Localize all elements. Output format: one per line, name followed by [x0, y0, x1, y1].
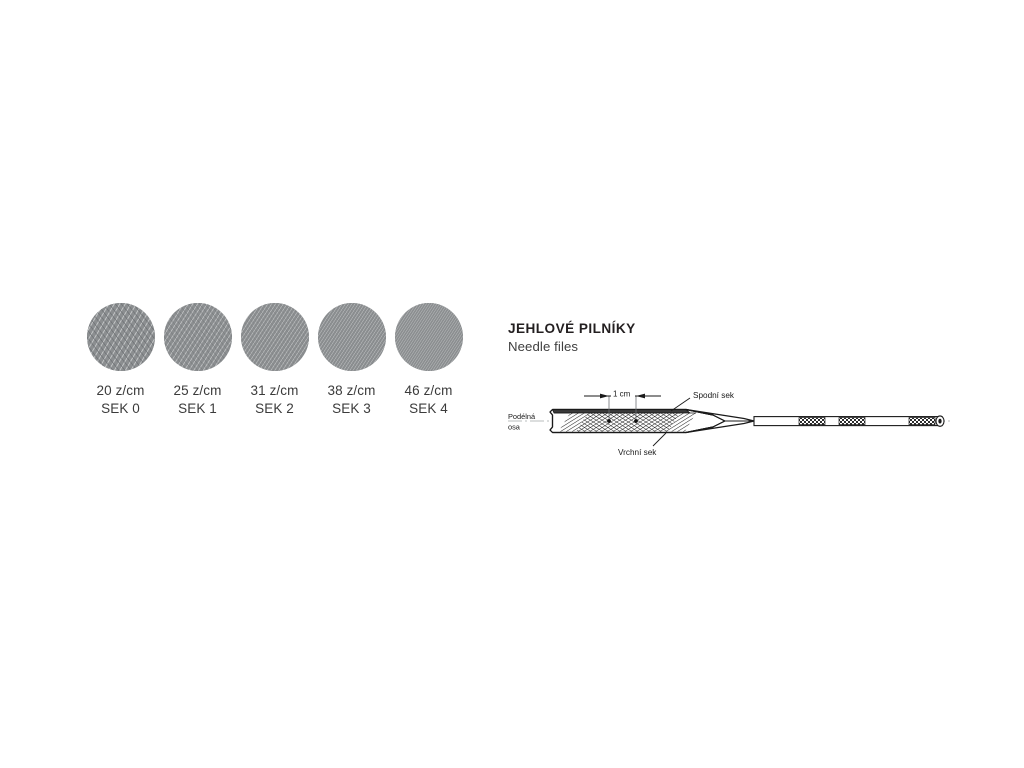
- callout-vrchni-sek: Vrchní sek: [618, 432, 667, 457]
- file-tang: [753, 415, 945, 427]
- cut-grade-density: 38 z/cm: [327, 383, 376, 398]
- double-cut-face-second-direction: [576, 413, 680, 432]
- tang-knurl-band-3-outline: [908, 417, 936, 425]
- cut-grade-item: 38 z/cm SEK 3: [313, 303, 390, 417]
- cut-grade-code: SEK 1: [178, 400, 217, 416]
- needle-files-panel: JEHLOVÉ PILNÍKY Needle files: [508, 321, 958, 462]
- callout-label-spodni: Spodní sek: [693, 391, 735, 400]
- axis-label-line2: osa: [508, 423, 521, 432]
- dimension-1cm: 1 cm: [584, 387, 661, 423]
- page-title: JEHLOVÉ PILNÍKY: [508, 321, 636, 336]
- cut-grade-code: SEK 4: [409, 400, 448, 416]
- cut-pattern-fine: [240, 303, 309, 371]
- cut-grade-list: 20 z/cm SEK 0 25 z/cm: [82, 303, 467, 417]
- needle-file-cut-diagram: Podélná osa: [508, 387, 950, 457]
- callout-label-vrchni: Vrchní sek: [618, 448, 657, 457]
- cut-grade-code: SEK 2: [255, 400, 294, 416]
- cut-grade-code: SEK 0: [101, 400, 140, 416]
- cut-grade-swatch-sek0: [86, 303, 155, 371]
- tang-knurl-band-2-outline: [838, 417, 866, 425]
- cut-grade-caption: 25 z/cm SEK 1: [174, 382, 222, 417]
- upper-cut-hatch-left: [558, 413, 588, 432]
- cut-grade-item: 25 z/cm SEK 1: [159, 303, 236, 417]
- cut-pattern-superfine: [394, 303, 463, 371]
- cut-grade-swatch-sek3: [317, 303, 386, 371]
- cut-grade-density: 46 z/cm: [404, 383, 453, 398]
- cut-grade-caption: 31 z/cm SEK 2: [251, 382, 299, 417]
- dimension-label: 1 cm: [613, 390, 631, 399]
- cut-grade-density: 20 z/cm: [96, 383, 145, 398]
- cut-grade-item: 31 z/cm SEK 2: [236, 303, 313, 417]
- cut-pattern-medium: [163, 303, 232, 371]
- tooth-marker-start: [607, 419, 611, 423]
- cut-grade-item: 20 z/cm SEK 0: [82, 303, 159, 417]
- dimension-arrow-right: [636, 393, 645, 399]
- cut-grade-caption: 46 z/cm SEK 4: [405, 382, 453, 417]
- cut-pattern-coarse: [86, 303, 155, 371]
- file-taper: [685, 408, 755, 434]
- tang-knurl-band-3: [909, 417, 935, 425]
- tang-knurl-band-2: [839, 417, 865, 425]
- page-subtitle: Needle files: [508, 339, 579, 354]
- callout-spodni-sek: Spodní sek: [670, 391, 735, 412]
- cut-grade-caption: 20 z/cm SEK 0: [97, 382, 145, 417]
- cut-grade-item: 46 z/cm SEK 4: [390, 303, 467, 417]
- tooth-marker-end: [634, 419, 638, 423]
- tang-knurl-band-1-outline: [798, 417, 826, 425]
- cut-grade-swatch-sek2: [240, 303, 309, 371]
- cut-grade-swatch-sek4: [394, 303, 463, 371]
- axis-label-line1: Podélná: [508, 412, 536, 421]
- cut-grade-swatch-sek1: [163, 303, 232, 371]
- cut-grade-density: 31 z/cm: [250, 383, 299, 398]
- upper-cut-hatch-right: [668, 413, 696, 432]
- cut-pattern-very-fine: [317, 303, 386, 371]
- tang-end-cap-centre: [938, 418, 942, 424]
- tang-knurl-band-1: [799, 417, 825, 425]
- callout-leader-vrchni: [652, 432, 667, 447]
- dimension-label-backing: [611, 387, 635, 399]
- cut-grade-code: SEK 3: [332, 400, 371, 416]
- dimension-arrow-left: [600, 393, 609, 399]
- cut-grade-caption: 38 z/cm SEK 3: [328, 382, 376, 417]
- callout-leader-spodni: [670, 397, 691, 412]
- cut-grade-density: 25 z/cm: [173, 383, 222, 398]
